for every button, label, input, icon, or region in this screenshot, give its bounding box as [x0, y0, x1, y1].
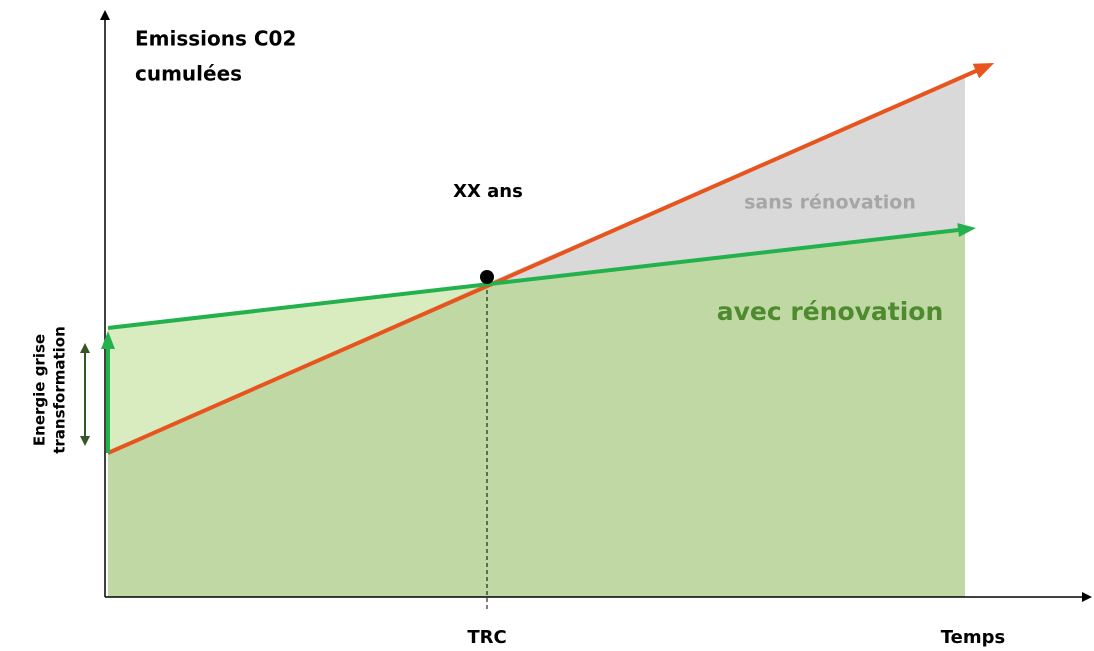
- point: [480, 270, 494, 284]
- line-without: [107, 62, 995, 455]
- y-axis-label: cumulées: [135, 62, 242, 86]
- point-label: XX ans: [453, 181, 523, 202]
- area-label: avec rénovation: [717, 297, 944, 326]
- area-with: [108, 229, 965, 597]
- line-with: [107, 223, 976, 330]
- x-marker-label: TRC: [467, 627, 506, 648]
- area-label: sans rénovation: [744, 192, 916, 214]
- offset-label: Energie grise: [31, 334, 49, 446]
- x-axis-label: Temps: [941, 627, 1005, 648]
- offset-label: transformation: [51, 326, 69, 454]
- y-axis-label: Emissions C02: [135, 27, 296, 51]
